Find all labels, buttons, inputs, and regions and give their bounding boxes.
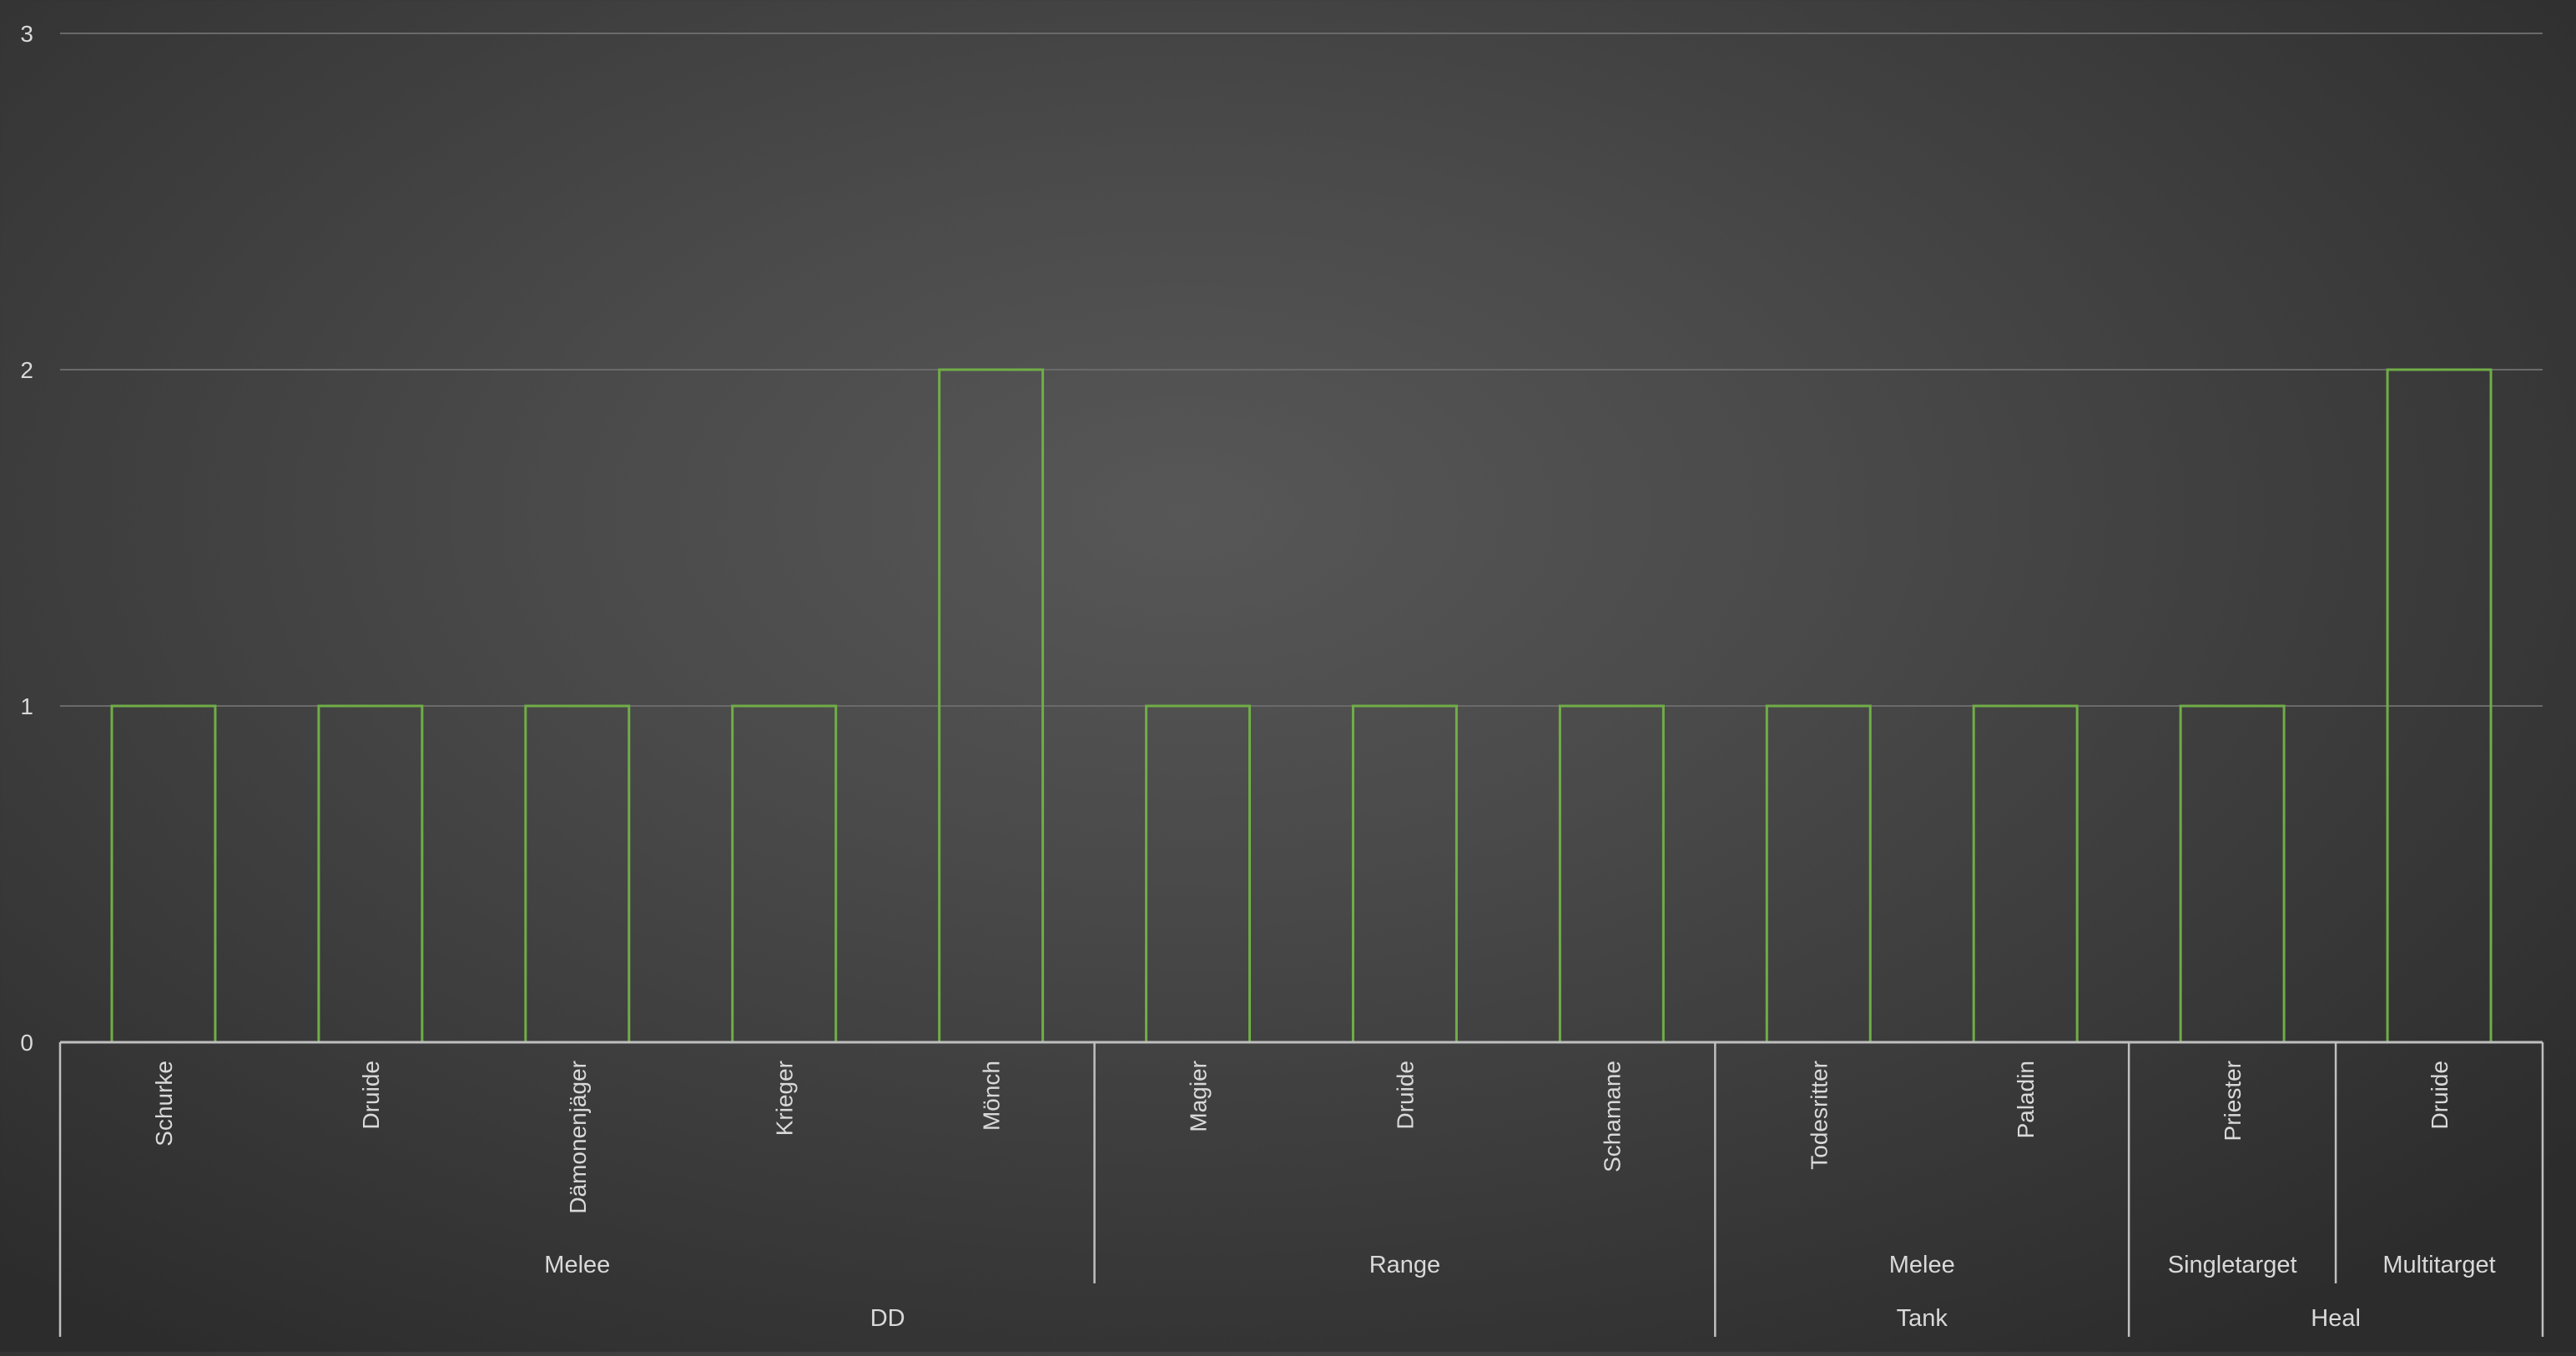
category-label: Druide: [358, 1061, 384, 1129]
labels: 0 1 2 3 Schurke Druide Dämonenjäger Krieger Mönc…: [20, 21, 2495, 1332]
bar: [524, 704, 631, 1044]
subgroup-label: Melee: [544, 1252, 610, 1278]
category-label: Schamane: [1599, 1061, 1625, 1172]
y-tick-label: 1: [20, 693, 33, 719]
bar: [317, 704, 424, 1044]
group-label: Tank: [1897, 1305, 1948, 1332]
subgroup-label: Range: [1369, 1252, 1440, 1278]
category-label: Krieger: [772, 1061, 798, 1136]
y-tick-label: 2: [20, 357, 33, 383]
bar: [110, 704, 217, 1044]
category-label: Todesritter: [1806, 1061, 1832, 1170]
bar: [1351, 704, 1458, 1044]
bar: [1558, 704, 1665, 1044]
category-label: Dämonenjäger: [565, 1061, 591, 1214]
bar: [1972, 704, 2079, 1044]
category-label: Priester: [2220, 1061, 2246, 1141]
gridlines: [60, 33, 2543, 707]
category-label: Mönch: [979, 1061, 1005, 1131]
category-label: Schurke: [151, 1061, 177, 1147]
axes: [58, 1041, 2544, 1337]
category-label: Druide: [2427, 1061, 2452, 1129]
subgroup-label: Melee: [1889, 1252, 1955, 1278]
y-tick-label: 3: [20, 21, 33, 47]
category-label: Magier: [1186, 1061, 1212, 1132]
bar: [1145, 704, 1252, 1044]
group-label: DD: [870, 1305, 905, 1332]
subgroup-label: Singletarget: [2168, 1252, 2297, 1278]
category-label: Druide: [1392, 1061, 1418, 1129]
bar: [2179, 704, 2286, 1044]
bar: [1765, 704, 1872, 1044]
y-tick-label: 0: [20, 1030, 33, 1056]
category-label: Paladin: [2013, 1061, 2039, 1138]
group-label: Heal: [2311, 1305, 2361, 1332]
bar: [731, 704, 838, 1044]
subgroup-label: Multitarget: [2382, 1252, 2495, 1278]
